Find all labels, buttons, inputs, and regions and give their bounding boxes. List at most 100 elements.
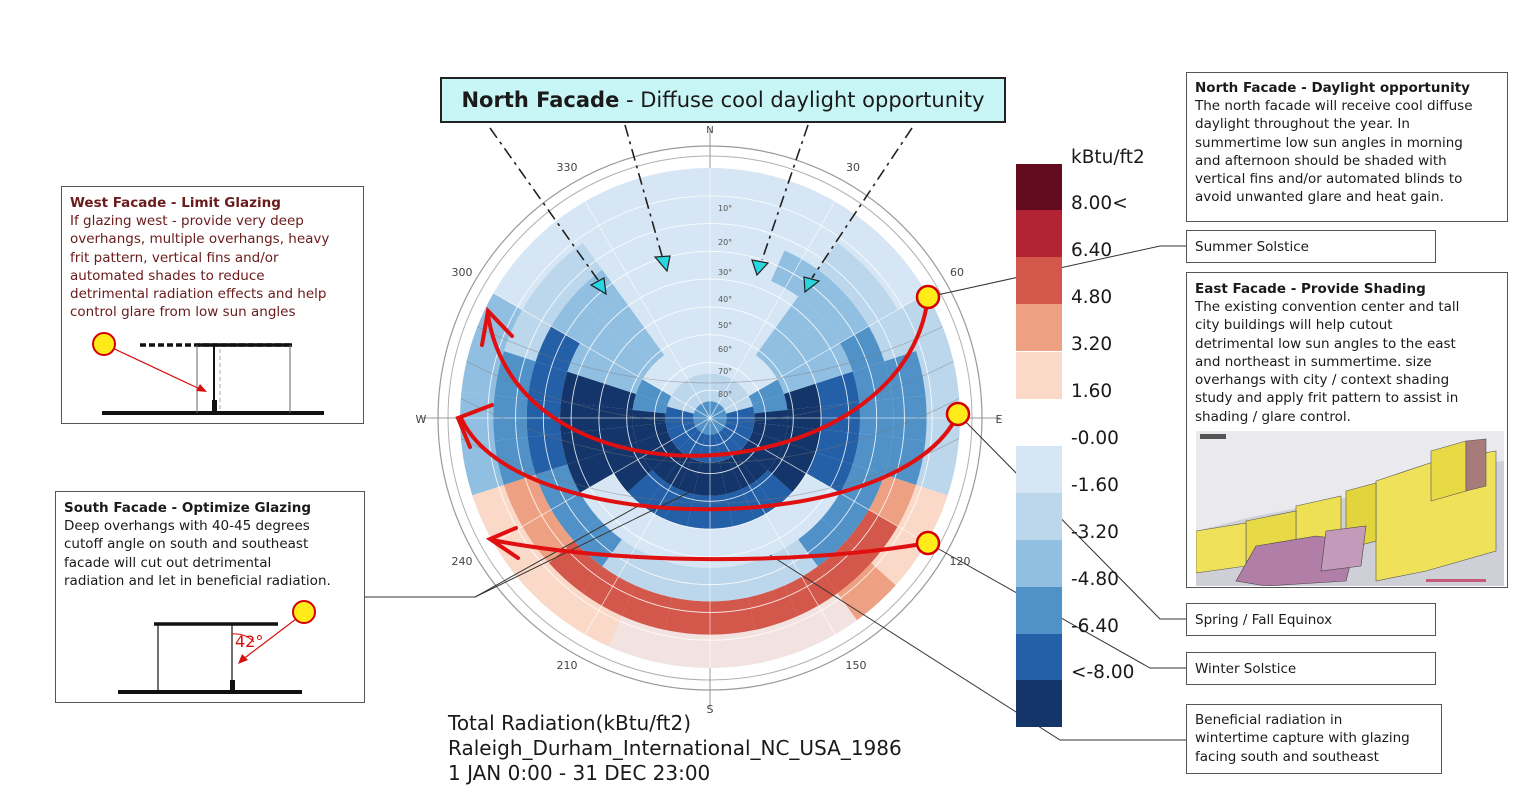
compass-east: E <box>996 413 1003 426</box>
summer-sun <box>915 284 941 310</box>
cell-r0-204 <box>563 593 622 647</box>
winter-label: Winter Solstice <box>1195 661 1297 677</box>
cell-r4-228 <box>613 456 653 493</box>
cell-r1-0 <box>710 201 756 239</box>
north-daylight-arrows <box>489 124 913 281</box>
cell-r2-228 <box>551 493 599 541</box>
cell-r5-132 <box>736 447 768 481</box>
cell-r5-324 <box>664 346 692 383</box>
east-line-2: detrimental low sun angles to the east <box>1195 335 1456 352</box>
cell-r3-300 <box>580 317 628 363</box>
cell-r2-120 <box>821 493 869 541</box>
cell-r5-156 <box>719 458 742 495</box>
cell-r3-228 <box>580 473 628 519</box>
summer-path <box>486 295 930 458</box>
north-line-0: The north facade will receive cool diffu… <box>1195 98 1473 114</box>
cell-r0-336 <box>608 173 665 221</box>
cell-r2-300 <box>551 295 599 343</box>
cell-r3-288 <box>567 343 614 384</box>
east-line-0: The existing convention center and tall <box>1195 299 1460 315</box>
cell-r2-168 <box>710 564 749 602</box>
cell-r5-300 <box>642 365 677 396</box>
cell-r5-144 <box>728 453 756 490</box>
legend-swatch-4 <box>1016 352 1062 399</box>
cell-r3-276 <box>560 371 605 407</box>
location-label: Raleigh_Durham_International_NC_USA_1986 <box>448 736 902 760</box>
cell-r6-135 <box>718 429 742 457</box>
cell-r0-108 <box>897 484 948 543</box>
legend-label-9: -6.40 <box>1071 616 1119 637</box>
cell-r2-204 <box>602 539 649 586</box>
leader-lines <box>364 245 1186 741</box>
cell-r1-108 <box>868 474 917 527</box>
west-section-sketch <box>92 332 324 415</box>
cell-r1-300 <box>522 273 574 327</box>
cell-r2-144 <box>771 539 818 586</box>
az-300: 300 <box>452 266 473 279</box>
cell-r4-12 <box>726 309 756 347</box>
cell-r7-120 <box>710 418 725 433</box>
cell-r5-108 <box>748 431 784 457</box>
cell-r0-156 <box>755 615 812 663</box>
legend-swatch-3 <box>1016 304 1062 351</box>
cell-r7-210 <box>695 418 710 433</box>
west-line-0: If glazing west - provide very deep <box>70 213 304 229</box>
cell-r0-132 <box>837 562 896 621</box>
legend-label-5: -0.00 <box>1071 428 1119 449</box>
cell-r0-36 <box>837 215 896 274</box>
cell-r6-75 <box>726 406 755 418</box>
north-line-5: avoid unwanted glare and heat gain. <box>1195 189 1444 206</box>
alt-30: 30° <box>718 268 732 277</box>
cell-r4-24 <box>741 316 776 356</box>
legend-swatch-8 <box>1016 540 1062 587</box>
legend-label-10: <-8.00 <box>1071 662 1135 683</box>
cell-r5-180 <box>693 461 710 496</box>
cell-r0-24 <box>798 189 857 243</box>
cell-r6-315 <box>678 379 702 407</box>
cell-r1-336 <box>621 206 672 251</box>
cell-r0-144 <box>798 593 857 647</box>
cell-r1-192 <box>621 585 672 630</box>
legend-label-1: 6.40 <box>1071 240 1113 261</box>
cell-r5-336 <box>678 341 701 378</box>
beneficial-line-0: Beneficial radiation in <box>1195 712 1343 728</box>
east-line-1: city buildings will help cutout <box>1195 317 1393 334</box>
cell-r5-348 <box>693 340 710 375</box>
north-line-1: daylight throughout the year. In <box>1195 116 1410 133</box>
cell-r6-330 <box>687 375 706 404</box>
cell-r4-180 <box>686 494 710 530</box>
cell-r1-144 <box>784 566 838 616</box>
az-240: 240 <box>452 555 473 568</box>
cell-r3-144 <box>755 507 799 556</box>
azimuth-line-120 <box>709 417 927 544</box>
cell-r6-240 <box>667 422 696 441</box>
azimuth-line-300 <box>493 292 711 419</box>
south-section-sketch: 42° <box>118 600 316 694</box>
legend-label-8: -4.80 <box>1071 569 1119 590</box>
cell-r1-120 <box>846 509 898 563</box>
cell-r0-312 <box>524 215 583 274</box>
cell-r2-132 <box>798 518 847 567</box>
sun-path-arrowheads <box>455 306 520 560</box>
cell-r4-132 <box>755 470 793 508</box>
equinox-label: Spring / Fall Equinox <box>1195 612 1333 628</box>
az-60: 60 <box>950 266 964 279</box>
east-line-5: study and apply frit pattern to assist i… <box>1195 390 1459 407</box>
cell-r1-240 <box>503 474 552 527</box>
cell-r0-120 <box>871 526 927 586</box>
cell-r5-288 <box>636 379 672 405</box>
beneficial-line-1: wintertime capture with glazing <box>1195 730 1410 747</box>
cell-r0-72 <box>916 340 959 396</box>
cell-r0-48 <box>871 250 927 310</box>
cell-r4-48 <box>767 343 807 380</box>
cell-r1-312 <box>548 242 603 296</box>
winter-path <box>490 538 930 562</box>
cell-r5-12 <box>719 341 742 378</box>
cell-r5-120 <box>743 440 778 471</box>
cell-r6-30 <box>718 379 742 407</box>
cell-r6-105 <box>724 422 753 441</box>
south-angle: 42° <box>235 632 263 651</box>
azimuth-line-30 <box>709 201 836 419</box>
cell-r5-0 <box>710 340 727 375</box>
compass-south: S <box>707 703 714 716</box>
